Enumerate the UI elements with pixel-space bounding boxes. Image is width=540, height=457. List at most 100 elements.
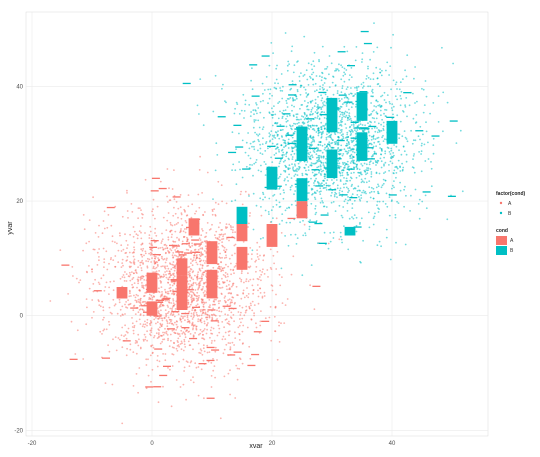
- data-point: [230, 200, 233, 203]
- data-point: [313, 65, 316, 67]
- data-point: [345, 177, 348, 180]
- data-point: [354, 129, 356, 132]
- data-point: [201, 299, 204, 302]
- data-point: [170, 302, 173, 304]
- bar-b: [296, 126, 308, 161]
- data-point: [222, 267, 224, 270]
- data-point: [279, 129, 282, 132]
- data-point: [353, 159, 355, 162]
- data-point: [127, 217, 129, 219]
- data-point: [108, 262, 110, 265]
- data-point: [201, 309, 204, 312]
- data-point: [243, 110, 246, 112]
- data-point: [139, 207, 141, 210]
- data-point: [399, 104, 402, 107]
- data-point: [362, 81, 365, 84]
- data-point: [249, 115, 252, 117]
- data-point: [131, 252, 134, 254]
- data-point: [245, 294, 248, 297]
- data-point: [393, 180, 395, 183]
- data-point: [378, 140, 380, 143]
- data-point: [277, 134, 279, 136]
- data-point: [179, 194, 182, 196]
- data-point: [126, 210, 129, 212]
- data-point: [274, 137, 277, 139]
- data-point: [82, 249, 84, 252]
- data-point: [254, 119, 257, 121]
- legend-title-factor-cond: factor(cond): [496, 191, 526, 197]
- data-point: [160, 286, 163, 288]
- data-point: [178, 238, 180, 241]
- data-point: [368, 180, 371, 183]
- data-point: [189, 290, 192, 293]
- data-point: [162, 334, 165, 336]
- data-point: [98, 248, 100, 250]
- data-point: [131, 278, 134, 281]
- data-point: [225, 285, 228, 288]
- data-point: [233, 244, 236, 247]
- data-point: [186, 321, 189, 323]
- data-point: [292, 71, 295, 74]
- data-point: [161, 317, 164, 320]
- data-point: [372, 51, 375, 53]
- data-point: [323, 231, 326, 234]
- data-point: [326, 95, 329, 98]
- data-point: [295, 97, 298, 100]
- data-point: [271, 107, 273, 110]
- dash-mark: [150, 190, 159, 192]
- data-point: [324, 68, 326, 70]
- data-point: [153, 260, 156, 262]
- data-point: [206, 318, 208, 321]
- data-point: [200, 321, 203, 324]
- data-point: [399, 181, 401, 184]
- data-point: [279, 284, 282, 287]
- data-point: [350, 119, 353, 122]
- data-point: [283, 322, 286, 324]
- data-point: [423, 143, 426, 146]
- data-point: [123, 276, 126, 279]
- data-point: [196, 104, 199, 107]
- data-point: [377, 136, 380, 139]
- data-point: [271, 114, 274, 117]
- data-point: [383, 112, 385, 115]
- data-point: [204, 309, 206, 311]
- data-point: [381, 69, 383, 72]
- data-point: [343, 112, 346, 114]
- data-point: [276, 122, 279, 124]
- data-point: [378, 240, 381, 243]
- data-point: [116, 312, 119, 315]
- data-point: [173, 275, 176, 278]
- data-point: [175, 288, 177, 290]
- data-point: [225, 248, 228, 251]
- data-point: [412, 139, 415, 142]
- data-point: [182, 315, 185, 318]
- data-point: [139, 276, 142, 279]
- data-point: [133, 324, 136, 327]
- data-point: [173, 269, 176, 272]
- data-point: [165, 315, 168, 318]
- data-point: [388, 151, 391, 153]
- data-point: [281, 117, 284, 119]
- data-point: [146, 257, 149, 260]
- data-point: [228, 292, 231, 294]
- data-point: [361, 124, 364, 126]
- data-point: [199, 269, 202, 272]
- data-point: [135, 301, 138, 304]
- data-point: [333, 141, 336, 144]
- data-point: [372, 223, 375, 226]
- data-point: [291, 136, 294, 139]
- data-point: [226, 279, 229, 282]
- data-point: [314, 198, 317, 201]
- data-point: [315, 173, 317, 176]
- data-point: [281, 97, 284, 100]
- data-point: [381, 184, 384, 187]
- data-point: [268, 97, 271, 100]
- data-point: [319, 193, 322, 196]
- data-point: [328, 141, 331, 144]
- data-point: [145, 358, 148, 361]
- data-point: [127, 299, 129, 302]
- data-point: [347, 199, 350, 202]
- data-point: [294, 200, 297, 202]
- data-point: [137, 282, 140, 285]
- data-point: [358, 196, 360, 198]
